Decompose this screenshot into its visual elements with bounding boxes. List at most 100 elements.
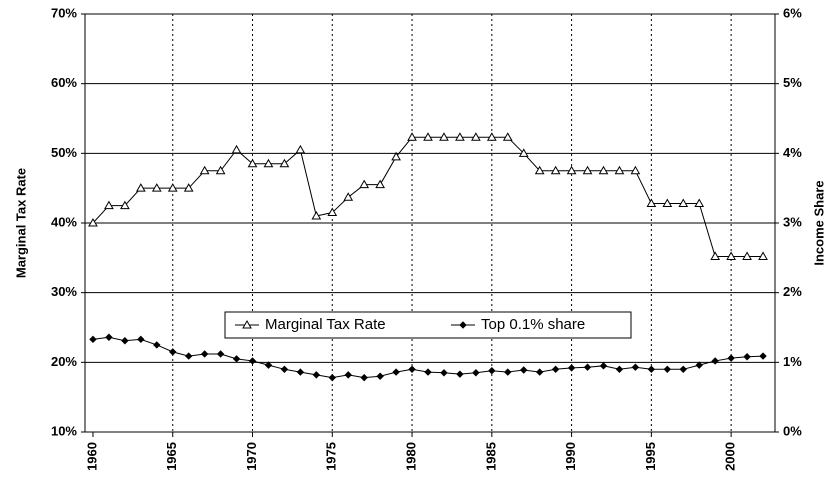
legend-label: Top 0.1% share: [481, 316, 585, 333]
y-tick-label: 60%: [51, 75, 77, 90]
triangle-marker: [662, 198, 673, 207]
y-tick-label: 50%: [51, 145, 77, 160]
y-tick-label: 20%: [51, 354, 77, 369]
triangle-marker: [215, 165, 226, 175]
triangle-marker: [151, 183, 162, 192]
triangle-marker: [279, 158, 290, 168]
diamond-marker: [312, 371, 321, 379]
x-tick-label: 2000: [723, 442, 738, 471]
diamond-marker: [184, 352, 193, 360]
triangle-marker: [183, 183, 194, 192]
diamond-marker: [679, 365, 687, 374]
diamond-marker: [328, 373, 336, 382]
triangle-marker: [167, 183, 178, 192]
diamond-marker: [535, 368, 544, 376]
triangle-marker: [135, 183, 146, 192]
diamond-marker: [232, 355, 241, 363]
triangle-marker: [343, 192, 354, 201]
triangle-marker: [439, 132, 449, 141]
triangle-marker: [486, 132, 497, 141]
triangle-marker: [550, 165, 561, 175]
diamond-marker: [631, 363, 640, 371]
triangle-marker: [199, 165, 210, 175]
triangle-marker: [231, 144, 242, 154]
x-tick-label: 1960: [84, 442, 99, 471]
triangle-marker: [375, 179, 386, 189]
y-axis-title: Marginal Tax Rate: [13, 168, 28, 278]
x-tick-label: 1995: [643, 442, 658, 471]
diamond-marker: [488, 366, 496, 375]
x-tick-label: 1985: [483, 442, 498, 471]
diamond-marker: [551, 365, 560, 374]
triangle-marker: [311, 211, 322, 220]
diamond-marker: [296, 368, 305, 376]
diamond-marker: [121, 337, 129, 345]
diamond-marker: [153, 341, 161, 349]
triangle-marker: [359, 179, 370, 189]
diamond-marker: [360, 373, 368, 382]
triangle-marker: [391, 151, 401, 161]
diamond-marker: [440, 369, 448, 377]
triangle-marker: [646, 198, 657, 207]
x-tick-label: 1975: [324, 442, 339, 471]
legend-label: Marginal Tax Rate: [265, 316, 386, 333]
diamond-marker: [169, 348, 177, 356]
triangle-marker: [88, 217, 98, 227]
diamond-marker: [216, 350, 225, 358]
x-tick-label: 1965: [164, 442, 179, 471]
diamond-marker: [344, 371, 352, 379]
diamond-marker: [504, 368, 512, 376]
diamond-marker: [105, 333, 113, 341]
triangle-marker: [242, 319, 252, 329]
y2-tick-label: 0%: [783, 423, 802, 438]
y2-tick-label: 2%: [783, 284, 802, 299]
triangle-marker: [678, 198, 689, 207]
triangle-marker: [534, 165, 545, 175]
diamond-marker: [456, 370, 464, 378]
diamond-marker: [137, 335, 145, 344]
diamond-marker: [615, 365, 624, 374]
y2-tick-label: 5%: [783, 75, 802, 90]
diamond-marker: [520, 366, 528, 374]
triangle-marker: [630, 165, 641, 175]
diamond-marker: [663, 365, 672, 374]
x-tick-label: 1980: [403, 442, 418, 471]
y-tick-label: 70%: [51, 5, 77, 20]
diamond-marker: [89, 335, 97, 344]
triangle-marker: [104, 200, 114, 210]
diamond-marker: [711, 357, 719, 365]
diamond-marker: [424, 368, 432, 376]
x-tick-label: 1990: [563, 442, 578, 471]
plot-frame: [84, 13, 776, 433]
diamond-marker: [743, 353, 751, 361]
y2-tick-label: 4%: [783, 145, 802, 160]
y2-tick-label: 3%: [783, 214, 802, 229]
triangle-marker: [518, 148, 529, 157]
triangle-marker: [423, 132, 433, 141]
diamond-marker: [759, 352, 767, 360]
diamond-marker: [727, 354, 735, 362]
diamond-marker: [392, 368, 400, 376]
series-line: [92, 136, 764, 257]
triangle-marker: [502, 132, 513, 141]
legend: Marginal Tax Rate Top 0.1% share: [224, 311, 632, 339]
triangle-marker: [710, 251, 721, 260]
diamond-marker: [376, 372, 384, 380]
y-tick-label: 30%: [51, 284, 77, 299]
triangle-marker: [295, 144, 306, 154]
triangle-marker: [407, 132, 417, 141]
triangle-marker: [471, 132, 481, 141]
diamond-marker: [200, 350, 209, 358]
diamond-marker: [264, 361, 273, 369]
y2-axis-title: Income Share: [811, 180, 826, 265]
y2-tick-label: 6%: [783, 5, 802, 20]
y2-tick-label: 1%: [783, 354, 802, 369]
diamond-marker: [408, 365, 416, 374]
diamond-marker: [647, 365, 656, 374]
triangle-marker: [327, 207, 338, 217]
diamond-marker: [472, 369, 480, 377]
diamond-marker: [459, 321, 467, 329]
triangle-marker: [742, 251, 752, 260]
triangle-marker: [582, 165, 593, 175]
